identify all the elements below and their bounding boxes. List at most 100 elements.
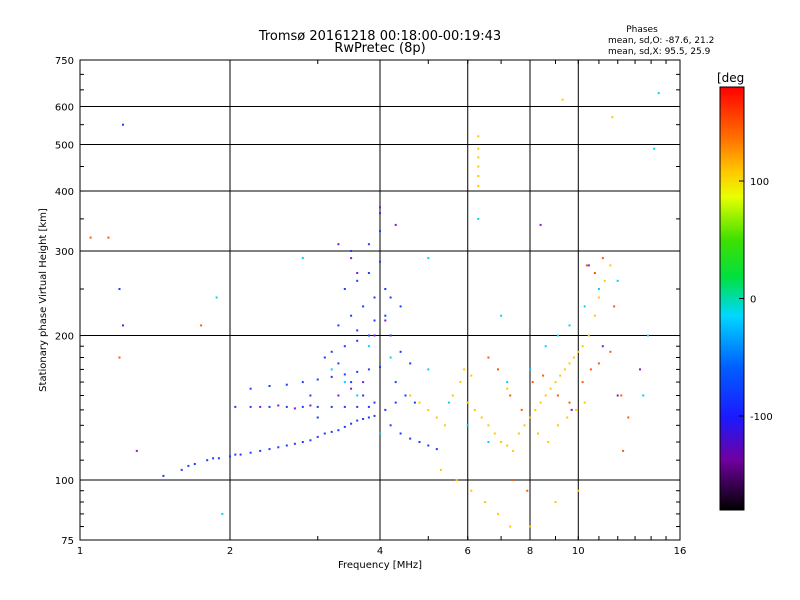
data-point	[239, 453, 242, 456]
y-axis-label: Stationary phase Virtual Height [km]	[38, 208, 49, 392]
data-point	[389, 424, 392, 427]
data-point	[418, 401, 421, 404]
data-point	[215, 296, 218, 299]
data-point	[122, 324, 124, 327]
data-point	[362, 418, 365, 420]
x-tick-label: 1	[77, 546, 83, 557]
data-point	[217, 457, 220, 460]
data-point	[493, 432, 496, 435]
data-point	[200, 324, 203, 327]
data-point	[399, 350, 402, 353]
plot-frame	[79, 59, 681, 541]
data-point	[477, 175, 480, 177]
data-point	[563, 368, 566, 371]
data-point	[620, 394, 623, 397]
data-point	[356, 419, 359, 422]
data-point	[603, 279, 606, 282]
data-point	[506, 444, 509, 447]
data-point	[597, 362, 600, 365]
data-point	[362, 305, 365, 308]
data-point	[356, 370, 359, 373]
data-point	[601, 345, 604, 348]
data-point	[394, 381, 397, 384]
data-point	[367, 334, 370, 337]
data-point	[585, 264, 588, 267]
data-point	[89, 236, 92, 239]
data-point	[234, 453, 237, 456]
data-point	[316, 435, 319, 438]
data-point	[577, 489, 580, 492]
data-point	[470, 374, 473, 377]
data-point	[234, 405, 237, 408]
data-point	[367, 368, 370, 371]
data-point	[413, 401, 416, 404]
data-point	[373, 296, 376, 299]
data-point	[350, 250, 353, 252]
data-point	[309, 404, 312, 407]
data-point	[373, 401, 376, 404]
data-point	[409, 394, 412, 397]
data-point	[581, 381, 584, 384]
data-point	[384, 408, 387, 411]
data-point	[337, 243, 340, 246]
data-point	[466, 401, 469, 404]
data-point	[500, 314, 503, 317]
data-point	[379, 366, 381, 368]
data-point	[337, 362, 340, 365]
data-point	[466, 424, 469, 427]
x-tick-label: 4	[377, 546, 383, 557]
data-point	[477, 135, 480, 138]
data-point	[309, 394, 312, 397]
data-point	[544, 345, 547, 348]
data-point	[356, 329, 359, 332]
data-point	[343, 405, 346, 408]
data-point	[609, 350, 612, 353]
colorbar-tick-label: 0	[750, 295, 756, 306]
x-axis-label: Frequency [MHz]	[338, 560, 422, 571]
data-point	[575, 408, 578, 411]
data-point	[593, 314, 596, 317]
data-point	[162, 474, 165, 477]
data-point	[587, 264, 590, 267]
data-point	[520, 408, 523, 411]
data-point	[451, 394, 454, 397]
data-point	[323, 356, 326, 359]
data-point	[487, 441, 490, 443]
data-point	[473, 408, 476, 411]
data-point	[597, 288, 600, 290]
data-point	[362, 381, 365, 384]
data-point	[529, 368, 531, 371]
data-point	[531, 381, 534, 384]
data-point	[350, 314, 353, 317]
data-point	[544, 394, 547, 397]
data-point	[350, 381, 353, 384]
data-point	[277, 446, 280, 449]
data-point	[367, 416, 370, 419]
data-point	[379, 206, 381, 209]
data-point	[427, 257, 430, 260]
data-point	[526, 489, 529, 492]
data-point	[642, 394, 645, 397]
data-point	[497, 512, 499, 515]
data-point	[477, 217, 480, 220]
data-point	[343, 381, 346, 384]
plot-area: 1 2 4 6 8 10 16 75 100 200 300 400 500 600 750	[55, 56, 686, 557]
data-point	[435, 416, 438, 419]
data-point	[568, 401, 571, 404]
data-point	[556, 424, 559, 427]
data-point	[389, 296, 392, 299]
data-point	[293, 442, 296, 445]
data-point	[556, 334, 559, 337]
data-point	[362, 394, 365, 397]
data-point	[534, 408, 537, 411]
data-point	[509, 394, 512, 397]
chart-title: Tromsø 20161218 00:18:00-00:19:43	[258, 29, 501, 44]
data-point	[379, 212, 381, 214]
data-point	[616, 394, 619, 397]
y-tick-label: 400	[55, 187, 74, 198]
data-point	[480, 416, 483, 419]
data-point	[221, 512, 224, 515]
x-tick-label: 2	[227, 546, 233, 557]
data-point	[568, 324, 571, 327]
data-point	[337, 429, 340, 432]
